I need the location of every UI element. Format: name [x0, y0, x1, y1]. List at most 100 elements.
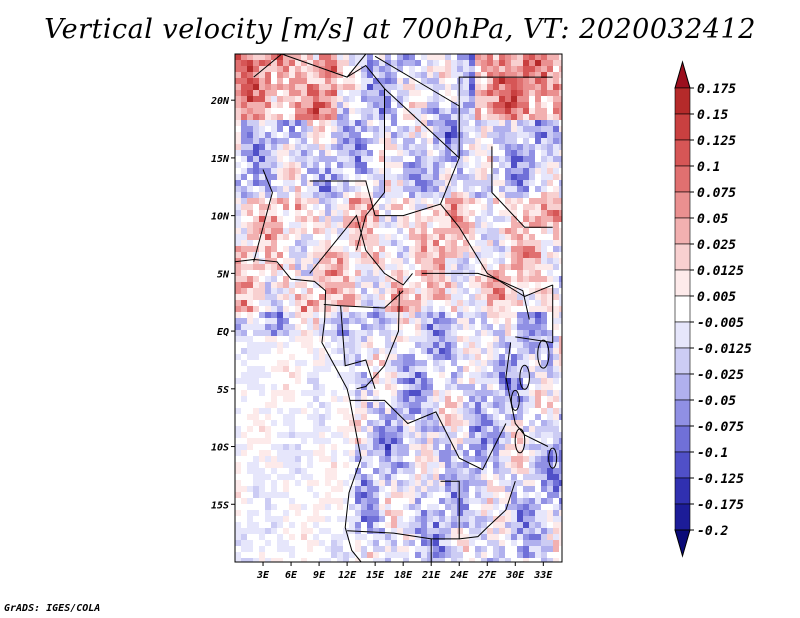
- field-cell: [409, 516, 415, 522]
- field-cell: [289, 54, 295, 60]
- field-cell: [409, 378, 415, 384]
- field-cell: [445, 180, 451, 186]
- field-cell: [499, 246, 505, 252]
- field-cell: [487, 492, 493, 498]
- field-cell: [319, 120, 325, 126]
- field-cell: [463, 210, 469, 216]
- field-cell: [391, 510, 397, 516]
- field-cell: [463, 258, 469, 264]
- field-cell: [439, 216, 445, 222]
- field-cell: [367, 522, 373, 528]
- field-cell: [529, 396, 535, 402]
- field-cell: [451, 276, 457, 282]
- field-cell: [541, 330, 547, 336]
- field-cell: [343, 480, 349, 486]
- field-cell: [277, 486, 283, 492]
- field-cell: [325, 552, 331, 558]
- field-cell: [241, 426, 247, 432]
- field-cell: [289, 450, 295, 456]
- field-cell: [289, 384, 295, 390]
- field-cell: [337, 510, 343, 516]
- field-cell: [553, 138, 559, 144]
- field-cell: [523, 354, 529, 360]
- field-cell: [253, 396, 259, 402]
- field-cell: [253, 120, 259, 126]
- field-cell: [325, 336, 331, 342]
- field-cell: [517, 270, 523, 276]
- field-cell: [301, 546, 307, 552]
- field-cell: [499, 84, 505, 90]
- field-cell: [295, 540, 301, 546]
- field-cell: [277, 288, 283, 294]
- field-cell: [433, 528, 439, 534]
- field-cell: [439, 492, 445, 498]
- field-cell: [511, 354, 517, 360]
- field-cell: [241, 252, 247, 258]
- field-cell: [373, 306, 379, 312]
- field-cell: [373, 240, 379, 246]
- field-cell: [427, 432, 433, 438]
- field-cell: [355, 120, 361, 126]
- field-cell: [253, 234, 259, 240]
- field-cell: [349, 312, 355, 318]
- colorbar-segment: [674, 347, 691, 375]
- field-cell: [319, 222, 325, 228]
- field-cell: [427, 228, 433, 234]
- field-cell: [487, 456, 493, 462]
- field-cell: [379, 282, 385, 288]
- field-cell: [427, 366, 433, 372]
- field-cell: [475, 360, 481, 366]
- field-cell: [451, 432, 457, 438]
- field-cell: [337, 504, 343, 510]
- field-cell: [553, 114, 559, 120]
- field-cell: [493, 534, 499, 540]
- field-cell: [481, 438, 487, 444]
- field-cell: [253, 492, 259, 498]
- field-cell: [397, 210, 403, 216]
- field-cell: [541, 540, 547, 546]
- field-cell: [235, 378, 241, 384]
- field-cell: [337, 522, 343, 528]
- field-cell: [271, 462, 277, 468]
- field-cell: [499, 180, 505, 186]
- field-cell: [427, 216, 433, 222]
- field-cell: [271, 162, 277, 168]
- field-cell: [409, 552, 415, 558]
- field-cell: [517, 384, 523, 390]
- field-cell: [241, 264, 247, 270]
- field-cell: [247, 168, 253, 174]
- field-cell: [241, 282, 247, 288]
- field-cell: [331, 420, 337, 426]
- field-cell: [517, 348, 523, 354]
- field-cell: [457, 498, 463, 504]
- field-cell: [271, 174, 277, 180]
- field-cell: [499, 120, 505, 126]
- field-cell: [361, 396, 367, 402]
- field-cell: [559, 456, 562, 462]
- field-cell: [325, 270, 331, 276]
- field-cell: [433, 444, 439, 450]
- field-cell: [403, 210, 409, 216]
- field-cell: [547, 390, 553, 396]
- field-cell: [301, 192, 307, 198]
- field-cell: [235, 474, 241, 480]
- field-cell: [541, 366, 547, 372]
- field-cell: [295, 522, 301, 528]
- field-cell: [415, 360, 421, 366]
- field-cell: [481, 252, 487, 258]
- field-cell: [385, 534, 391, 540]
- field-cell: [397, 390, 403, 396]
- field-cell: [499, 66, 505, 72]
- field-cell: [391, 222, 397, 228]
- field-cell: [499, 330, 505, 336]
- field-cell: [373, 522, 379, 528]
- field-cell: [547, 204, 553, 210]
- field-cell: [421, 186, 427, 192]
- field-cell: [325, 540, 331, 546]
- field-cell: [337, 270, 343, 276]
- field-cell: [307, 174, 313, 180]
- field-cell: [517, 306, 523, 312]
- field-cell: [463, 516, 469, 522]
- field-cell: [235, 330, 241, 336]
- field-cell: [241, 378, 247, 384]
